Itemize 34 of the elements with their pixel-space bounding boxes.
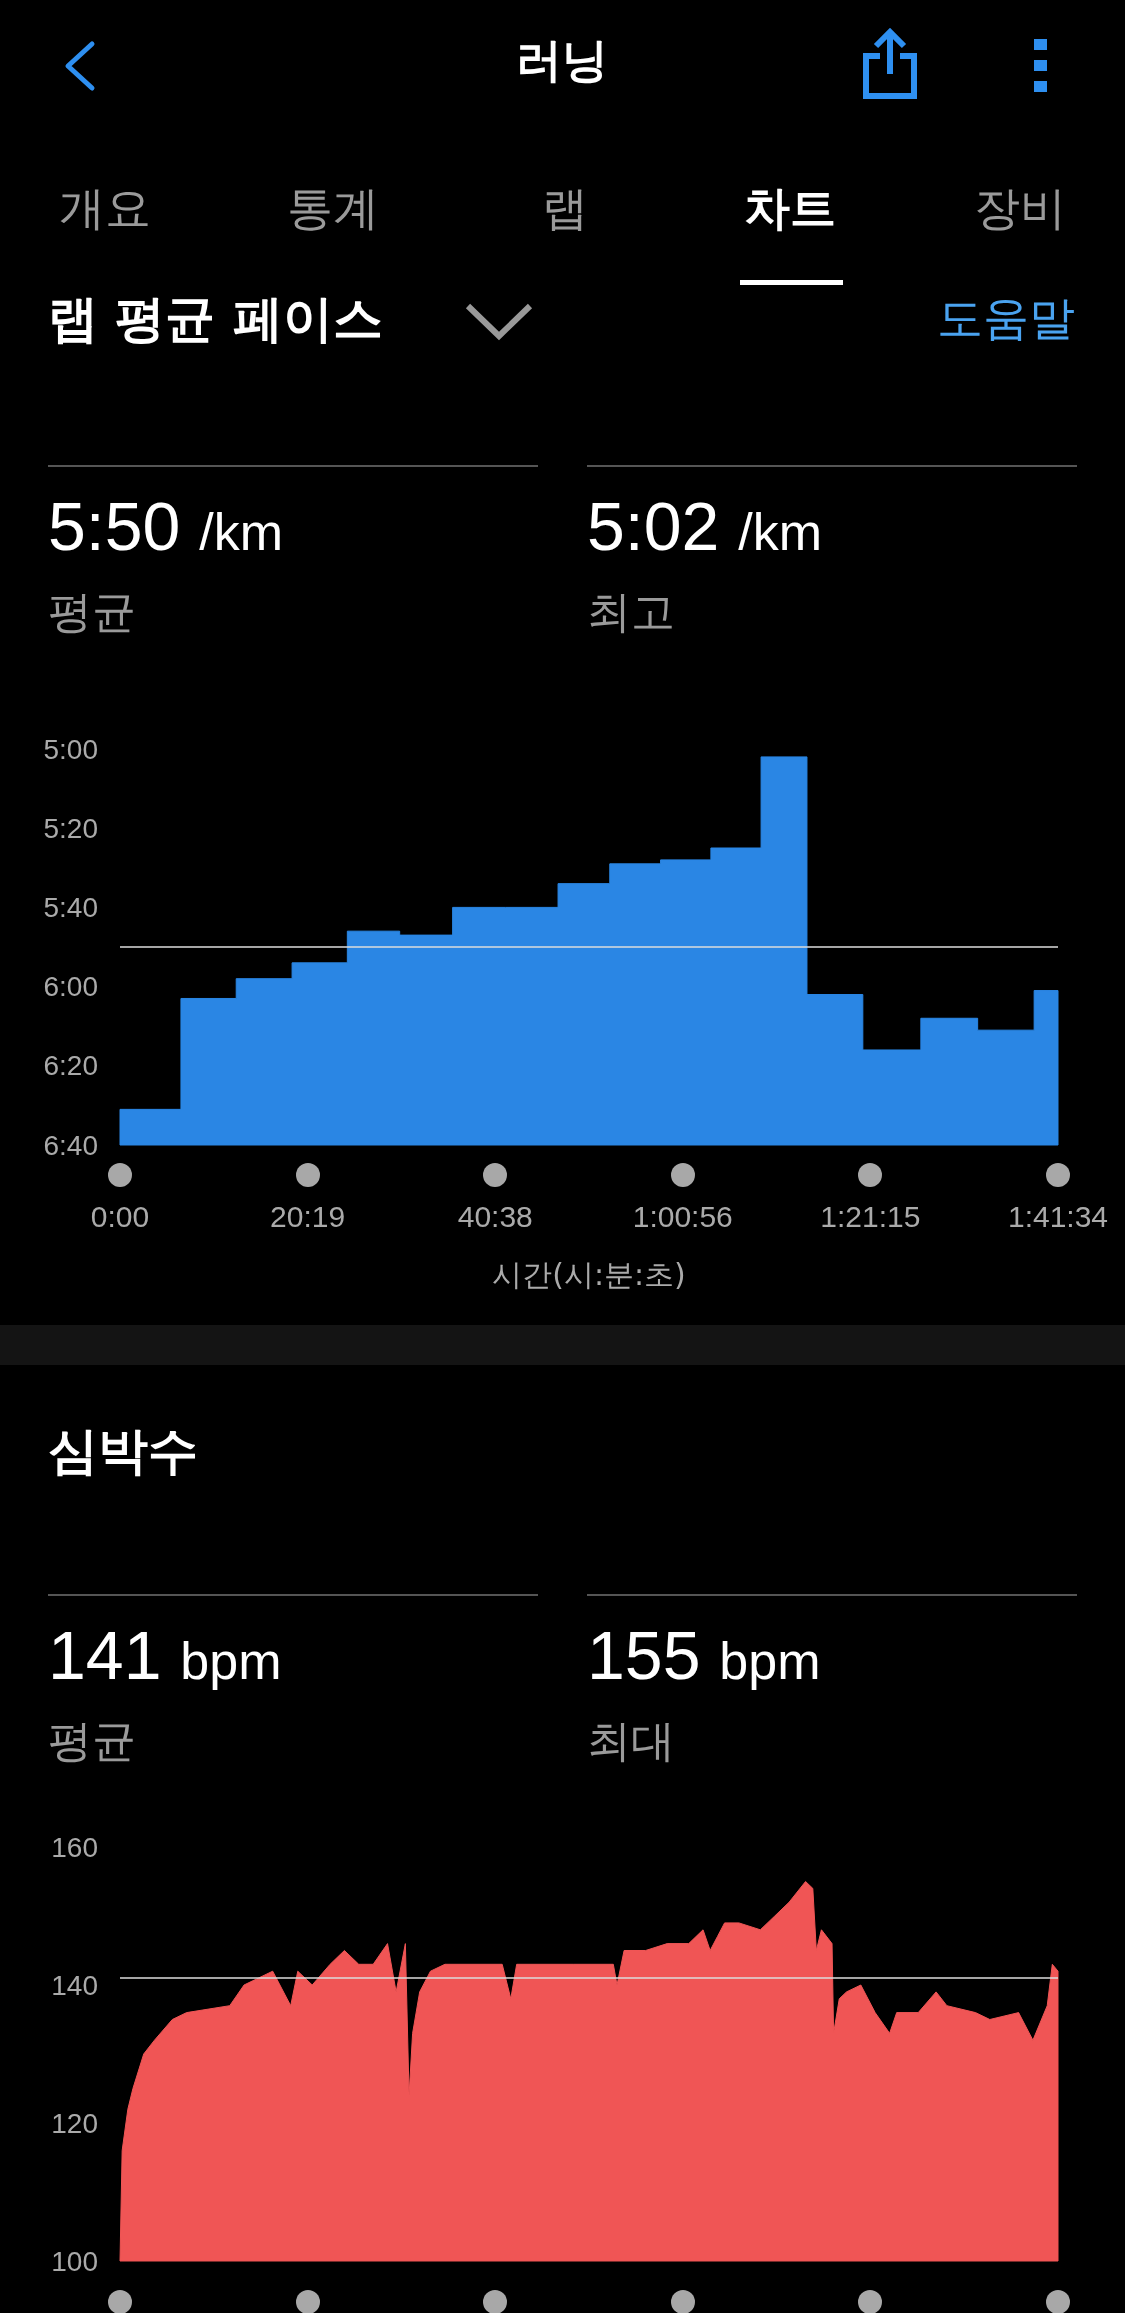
x-tick-label: 1:00:56 (632, 1199, 733, 1233)
x-tick-label: 1:41:34 (1007, 1199, 1109, 1233)
text: 도움말 (937, 290, 1075, 347)
x-axis-title: 시간(시:분:초) (492, 1256, 686, 1292)
chart-title: 랩 평균 페이스 (48, 289, 383, 350)
text: 러닝 (516, 32, 608, 89)
y-tick-label: 160 (51, 1831, 98, 1863)
text: 141 bpm (48, 1616, 282, 1694)
chart-title: 심박수 (48, 1421, 198, 1482)
text: 개요 (59, 180, 151, 237)
text: 155 bpm (587, 1616, 821, 1694)
text: 장비 (974, 180, 1066, 237)
text: 최대 (587, 1714, 675, 1768)
y-tick-label: 140 (51, 1969, 98, 2001)
text: 최고 (587, 585, 675, 639)
text: 5:50 /km (48, 487, 284, 565)
y-tick-label: 6:00 (43, 971, 98, 1003)
x-tick-label: 0:00 (90, 1199, 150, 1233)
y-tick-label: 120 (51, 2107, 98, 2139)
y-tick-label: 5:00 (43, 733, 98, 765)
x-tick-label: 40:38 (457, 1199, 533, 1233)
y-tick-label: 6:40 (43, 1129, 98, 1161)
text: 통계 (287, 180, 379, 237)
y-tick-label: 6:20 (43, 1050, 98, 1082)
text: 평균 (48, 1714, 136, 1768)
x-tick-label: 1:21:15 (820, 1199, 921, 1233)
text: 평균 (48, 585, 136, 639)
text: 랩 (542, 180, 588, 237)
y-tick-label: 5:20 (43, 812, 98, 844)
x-tick-label: 20:19 (270, 1199, 346, 1233)
y-tick-label: 100 (51, 2245, 98, 2277)
y-tick-label: 5:40 (43, 891, 98, 923)
text: 5:02 /km (587, 487, 823, 565)
text: 차트 (744, 180, 836, 237)
